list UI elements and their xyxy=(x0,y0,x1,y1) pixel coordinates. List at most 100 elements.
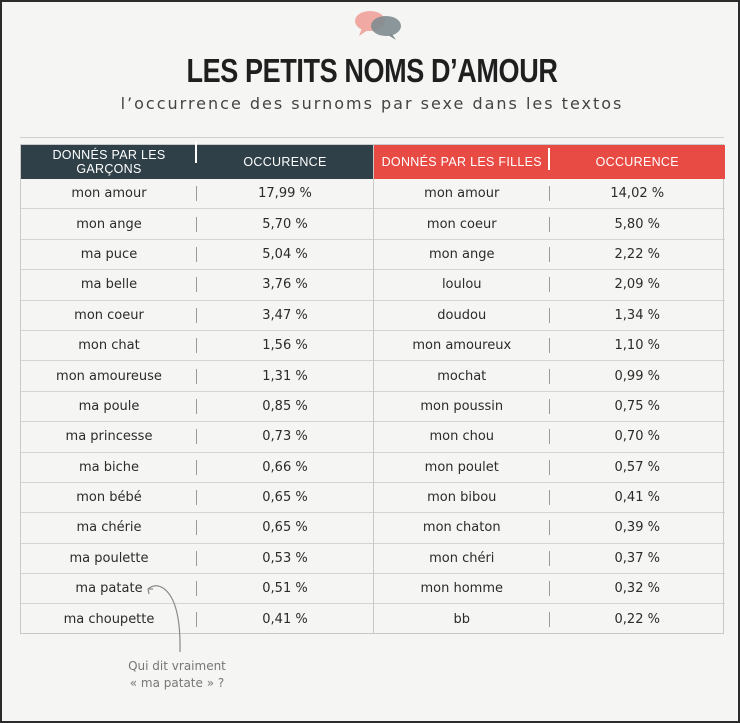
occurrence-cell: 3,47 % xyxy=(262,307,308,323)
occurrence-cell: 0,85 % xyxy=(262,398,308,414)
column-header-boys-occurrence: OCCURENCE xyxy=(243,155,327,169)
nickname-cell: ma biche xyxy=(21,459,197,475)
nickname-cell: ma belle xyxy=(21,277,197,293)
nickname-cell: ma chérie xyxy=(21,520,197,536)
table-row: mon chéri 0,37 % xyxy=(374,544,725,575)
occurrence-cell: 0,57 % xyxy=(614,459,660,475)
nickname-cell: mon ange xyxy=(374,246,550,262)
table-row: ma poulette 0,53 % xyxy=(21,544,373,575)
girls-table-header: DONNÉS PAR LES FILLES OCCURENCE xyxy=(374,145,725,179)
nickname-cell: mon coeur xyxy=(21,307,197,323)
table-row: mon chat 1,56 % xyxy=(21,331,373,362)
occurrence-cell: 0,66 % xyxy=(262,459,308,475)
nicknames-table: DONNÉS PAR LES GARÇONS OCCURENCE mon amo… xyxy=(20,141,725,634)
boys-table: DONNÉS PAR LES GARÇONS OCCURENCE mon amo… xyxy=(21,141,373,634)
nickname-cell: mon ange xyxy=(21,216,197,232)
nickname-cell: mochat xyxy=(374,368,550,384)
occurrence-cell: 17,99 % xyxy=(258,186,312,202)
occurrence-cell: 1,34 % xyxy=(614,307,660,323)
occurrence-cell: 5,04 % xyxy=(262,246,308,262)
annotation-note: Qui dit vraiment « ma patate » ? xyxy=(112,658,242,692)
nickname-cell: bb xyxy=(374,612,550,628)
occurrence-cell: 0,39 % xyxy=(614,520,660,536)
table-row: ma chérie 0,65 % xyxy=(21,513,373,544)
curved-arrow-icon xyxy=(147,585,181,653)
occurrence-cell: 0,37 % xyxy=(614,550,660,566)
nickname-cell: mon amoureuse xyxy=(21,368,197,384)
nickname-cell: mon poulet xyxy=(374,459,550,475)
table-row: mon amour 14,02 % xyxy=(374,179,725,210)
column-header-boys-name: DONNÉS PAR LES GARÇONS xyxy=(21,141,197,176)
girls-table: DONNÉS PAR LES FILLES OCCURENCE mon amou… xyxy=(373,145,725,633)
nickname-cell: mon homme xyxy=(374,581,550,597)
nickname-cell: ma patate xyxy=(21,581,197,597)
nickname-cell: mon chéri xyxy=(374,550,550,566)
table-row: mon bébé 0,65 % xyxy=(21,483,373,514)
occurrence-cell: 14,02 % xyxy=(610,186,665,202)
occurrence-cell: 0,53 % xyxy=(262,550,308,566)
table-row: bb 0,22 % xyxy=(374,604,725,634)
nickname-cell: mon chou xyxy=(374,429,550,445)
table-row: ma choupette 0,41 % xyxy=(21,604,373,634)
occurrence-cell: 0,99 % xyxy=(614,368,660,384)
nickname-cell: mon poussin xyxy=(374,398,550,414)
table-row: mon ange 5,70 % xyxy=(21,209,373,240)
nickname-cell: mon coeur xyxy=(374,216,550,232)
occurrence-cell: 0,41 % xyxy=(262,612,308,628)
divider xyxy=(20,137,724,138)
table-row: mon amour 17,99 % xyxy=(21,179,373,210)
nickname-cell: ma poulette xyxy=(21,550,197,566)
table-row: loulou 2,09 % xyxy=(374,270,725,301)
nickname-cell: mon amoureux xyxy=(374,338,550,354)
table-row: ma poule 0,85 % xyxy=(21,392,373,423)
nickname-cell: ma puce xyxy=(21,246,197,262)
table-row: ma patate 0,51 % xyxy=(21,574,373,605)
table-row: mon homme 0,32 % xyxy=(374,574,725,605)
occurrence-cell: 5,80 % xyxy=(614,216,660,232)
occurrence-cell: 0,75 % xyxy=(614,398,660,414)
nickname-cell: mon bibou xyxy=(374,490,550,506)
nickname-cell: mon bébé xyxy=(21,490,197,506)
table-row: mon poulet 0,57 % xyxy=(374,453,725,483)
table-row: ma belle 3,76 % xyxy=(21,270,373,301)
nickname-cell: mon amour xyxy=(21,186,197,202)
occurrence-cell: 0,73 % xyxy=(262,429,308,445)
occurrence-cell: 1,56 % xyxy=(262,338,308,354)
table-row: mon amoureux 1,10 % xyxy=(374,331,725,362)
nickname-cell: ma princesse xyxy=(21,429,197,445)
occurrence-cell: 3,76 % xyxy=(262,277,308,293)
occurrence-cell: 0,70 % xyxy=(614,429,660,445)
table-row: mon bibou 0,41 % xyxy=(374,483,725,514)
nickname-cell: mon chat xyxy=(21,338,197,354)
table-row: mochat 0,99 % xyxy=(374,361,725,392)
page-title: LES PETITS NOMS D’AMOUR xyxy=(186,52,558,89)
occurrence-cell: 0,41 % xyxy=(614,490,660,506)
occurrence-cell: 1,31 % xyxy=(262,368,308,384)
nickname-cell: mon chaton xyxy=(374,520,550,536)
occurrence-cell: 2,22 % xyxy=(614,246,660,262)
table-row: mon coeur 5,80 % xyxy=(374,209,725,240)
boys-table-header: DONNÉS PAR LES GARÇONS OCCURENCE xyxy=(21,141,373,179)
table-row: mon coeur 3,47 % xyxy=(21,301,373,331)
occurrence-cell: 2,09 % xyxy=(614,277,660,293)
occurrence-cell: 0,32 % xyxy=(614,581,660,597)
table-row: ma puce 5,04 % xyxy=(21,240,373,271)
nickname-cell: ma poule xyxy=(21,398,197,414)
occurrence-cell: 1,10 % xyxy=(614,338,660,354)
table-row: doudou 1,34 % xyxy=(374,301,725,331)
speech-bubbles-icon xyxy=(355,11,401,40)
nickname-cell: mon amour xyxy=(374,186,550,202)
table-row: mon ange 2,22 % xyxy=(374,240,725,271)
nickname-cell: ma choupette xyxy=(21,612,197,628)
column-header-girls-name: DONNÉS PAR LES FILLES xyxy=(374,148,550,170)
table-row: ma princesse 0,73 % xyxy=(21,422,373,453)
occurrence-cell: 0,51 % xyxy=(262,581,308,597)
table-row: mon chaton 0,39 % xyxy=(374,513,725,544)
annotation-line-1: Qui dit vraiment xyxy=(128,659,226,673)
table-row: mon amoureuse 1,31 % xyxy=(21,361,373,392)
annotation-line-2: « ma patate » ? xyxy=(129,676,225,690)
occurrence-cell: 0,65 % xyxy=(262,490,308,506)
occurrence-cell: 0,22 % xyxy=(614,612,660,628)
table-row: ma biche 0,66 % xyxy=(21,453,373,483)
occurrence-cell: 5,70 % xyxy=(262,216,308,232)
